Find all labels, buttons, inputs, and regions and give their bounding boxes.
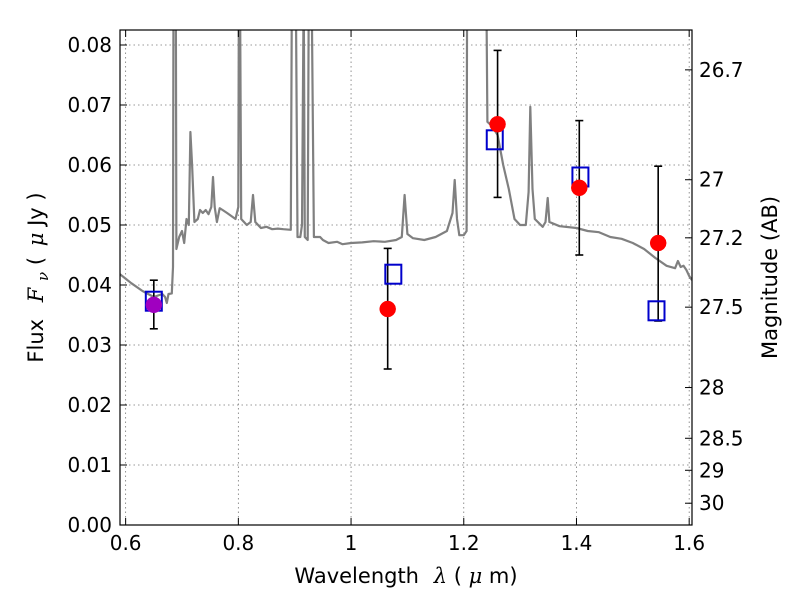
y-tick-label: 0.01: [67, 453, 112, 477]
plot-frame: [119, 29, 693, 526]
y-axis-symbol-sub: ν: [34, 272, 52, 281]
x-axis-unit-rest: m): [489, 564, 518, 588]
x-axis-unit-open: (: [454, 564, 462, 588]
x-axis-symbol: λ: [433, 564, 447, 588]
observed-point: [145, 296, 163, 314]
y-tick-label: 0.00: [67, 513, 112, 537]
right-tick-label: 30: [699, 491, 724, 515]
model-square: [384, 263, 403, 285]
observed-point: [489, 115, 506, 133]
y-axis-label: Flux F ν ( μ Jy ): [24, 192, 53, 362]
model-square: [647, 300, 666, 322]
y-tick-label: 0.02: [67, 393, 112, 417]
x-tick-label: 1.4: [561, 531, 593, 555]
right-tick-label: 26.7: [699, 58, 744, 82]
x-tick-label: 1.2: [448, 531, 480, 555]
right-axis-label: Magnitude (AB): [758, 196, 782, 359]
y-tick-label: 0.06: [67, 153, 112, 177]
y-tick-label: 0.07: [67, 93, 112, 117]
y-tick-label: 0.03: [67, 333, 112, 357]
y-axis-symbol: F: [24, 286, 48, 303]
x-tick-label: 1.6: [673, 531, 705, 555]
right-tick-label: 28.5: [699, 426, 744, 450]
x-axis-unit-mu: μ: [469, 564, 483, 588]
x-axis-label: Wavelength λ ( μ m): [294, 564, 517, 588]
y-axis-unit-rest: Jy ): [24, 192, 48, 228]
right-tick-label: 27.5: [699, 295, 744, 319]
observed-point: [379, 300, 396, 318]
x-axis-label-text: Wavelength: [294, 564, 419, 588]
observed-points: [145, 115, 667, 318]
grid-lines: [120, 30, 692, 525]
right-tick-label: 27: [699, 168, 724, 192]
right-tick-label: 27.2: [699, 226, 744, 250]
observed-point: [649, 234, 667, 252]
spectrum-line: [120, 30, 692, 305]
y-tick-label: 0.08: [67, 33, 112, 57]
x-tick-label: 0.6: [110, 531, 142, 555]
tick-labels: 0.6 0.8 1 1.2 1.4 1.6 0.00 0.01 0.02 0.03 0.04 0.05…: [67, 33, 743, 555]
y-axis-label-text: Flux: [24, 319, 48, 363]
y-tick-label: 0.05: [67, 213, 112, 237]
y-axis-unit-mu: μ: [24, 233, 48, 247]
right-tick-label: 28: [699, 376, 724, 400]
x-tick-label: 0.8: [222, 531, 254, 555]
axis-ticks: [120, 30, 692, 526]
x-tick-label: 1: [345, 531, 358, 555]
observed-point: [571, 179, 588, 197]
y-tick-label: 0.04: [67, 273, 112, 297]
model-spectrum: [120, 30, 692, 305]
y-axis-unit-open: (: [24, 257, 48, 265]
right-tick-label: 29: [699, 458, 724, 482]
